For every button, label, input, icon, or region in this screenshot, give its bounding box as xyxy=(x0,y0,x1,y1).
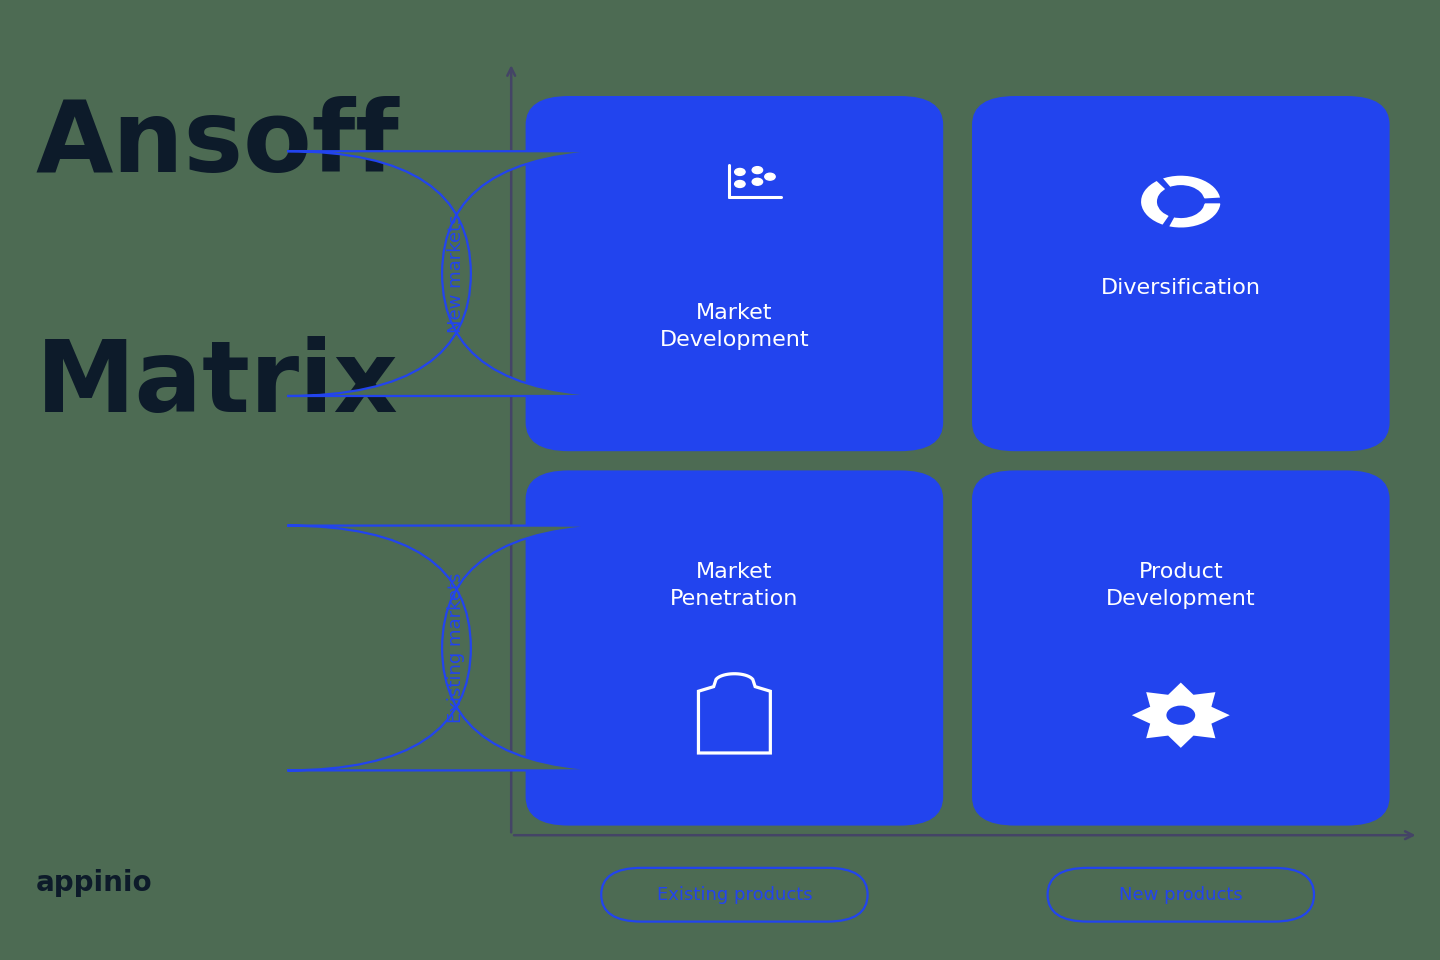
Text: New markets: New markets xyxy=(448,214,465,333)
Text: New products: New products xyxy=(1119,886,1243,903)
Circle shape xyxy=(1166,706,1195,725)
Circle shape xyxy=(734,168,744,176)
Circle shape xyxy=(752,179,763,185)
FancyBboxPatch shape xyxy=(1048,868,1315,922)
Polygon shape xyxy=(1132,683,1230,748)
Wedge shape xyxy=(1161,174,1223,201)
Wedge shape xyxy=(1139,179,1172,227)
FancyBboxPatch shape xyxy=(972,96,1390,451)
FancyBboxPatch shape xyxy=(288,526,625,770)
FancyBboxPatch shape xyxy=(526,470,943,826)
Circle shape xyxy=(752,167,763,174)
Text: appinio: appinio xyxy=(36,869,153,898)
Text: Market
Penetration: Market Penetration xyxy=(670,563,799,609)
FancyBboxPatch shape xyxy=(602,868,867,922)
Text: Existing products: Existing products xyxy=(657,886,812,903)
FancyBboxPatch shape xyxy=(526,96,943,451)
Text: Market
Development: Market Development xyxy=(660,303,809,349)
Text: Product
Development: Product Development xyxy=(1106,563,1256,609)
Circle shape xyxy=(765,173,775,180)
Circle shape xyxy=(734,180,744,187)
Text: Matrix: Matrix xyxy=(36,336,399,433)
Wedge shape xyxy=(1166,202,1223,229)
FancyBboxPatch shape xyxy=(288,151,625,396)
FancyBboxPatch shape xyxy=(972,470,1390,826)
Text: Diversification: Diversification xyxy=(1100,278,1261,298)
Text: Existing markets: Existing markets xyxy=(448,573,465,723)
Text: Ansoff: Ansoff xyxy=(36,96,400,193)
